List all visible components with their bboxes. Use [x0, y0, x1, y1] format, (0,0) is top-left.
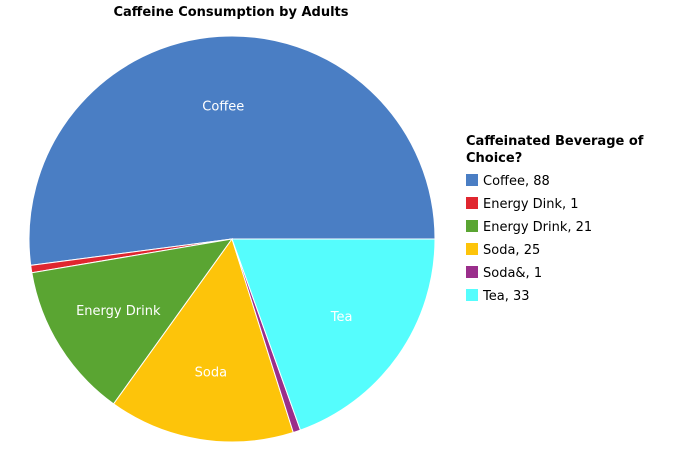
slice-label-energy-drink: Energy Drink [76, 304, 161, 319]
legend-swatch-soda [466, 266, 478, 278]
legend-title-line-2: Choice? [466, 151, 522, 166]
pie-slice-energy-drink [31, 238, 234, 405]
legend-swatch-soda [466, 243, 478, 255]
legend-items: Coffee, 88 Energy Dink, 1 Energy Drink, 21… [466, 174, 592, 304]
chart-title: Caffeine Consumption by Adults [113, 5, 348, 20]
legend-item-soda: Soda, 25 [466, 243, 540, 258]
legend-title-line-1: Caffeinated Beverage of [466, 134, 644, 149]
slice-label-tea: Tea [330, 310, 353, 325]
legend-swatch-tea [466, 289, 478, 301]
legend-label-soda: Soda, 25 [483, 243, 540, 258]
legend-item-energy-drink: Energy Drink, 21 [466, 220, 592, 235]
legend-item-tea: Tea, 33 [466, 289, 530, 304]
pie-slice-labels: Coffee Energy Drink Soda Tea [76, 99, 352, 380]
pie-slice-soda [112, 237, 294, 443]
legend-item-soda: Soda&, 1 [466, 266, 542, 281]
legend-label-coffee: Coffee, 88 [483, 174, 550, 189]
legend-swatch-energy-dink [466, 197, 478, 209]
legend-swatch-coffee [466, 174, 478, 186]
slice-label-coffee: Coffee [202, 99, 244, 114]
pie-slice-coffee [28, 35, 436, 266]
slice-label-soda: Soda [195, 365, 227, 380]
legend-label-energy-dink: Energy Dink, 1 [483, 197, 579, 212]
legend-item-energy-dink: Energy Dink, 1 [466, 197, 579, 212]
legend-title: Caffeinated Beverage of Choice? [466, 134, 648, 166]
legend-label-energy-drink: Energy Drink, 21 [483, 220, 592, 235]
legend-label-tea: Tea, 33 [482, 289, 530, 304]
pie-slices [28, 35, 436, 443]
legend-item-coffee: Coffee, 88 [466, 174, 550, 189]
legend-swatch-energy-drink [466, 220, 478, 232]
legend-label-soda: Soda&, 1 [483, 266, 542, 281]
pie-slice-tea [231, 238, 436, 431]
legend: Caffeinated Beverage of Choice? Coffee, … [466, 134, 648, 304]
